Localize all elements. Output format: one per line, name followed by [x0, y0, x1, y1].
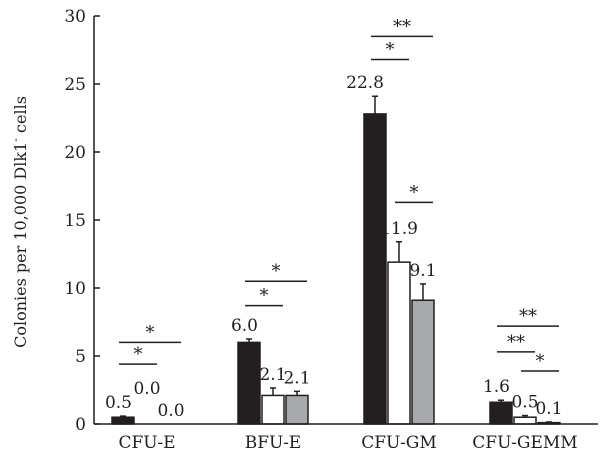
- bar: [111, 416, 135, 425]
- y-tick-label: 15: [64, 211, 86, 231]
- y-tick-label: 0: [75, 415, 86, 435]
- value-label: 1.6: [483, 377, 510, 397]
- category-label: CFU-GEMM: [472, 433, 577, 453]
- significance-label: **: [507, 332, 525, 353]
- significance-label: *: [134, 344, 143, 365]
- y-tick-label: 20: [64, 143, 86, 163]
- value-labels: 0.50.00.06.02.12.122.811.99.11.60.50.1: [105, 73, 563, 421]
- y-tick-label: 25: [64, 75, 86, 95]
- value-label: 0.5: [511, 393, 538, 413]
- value-label: 0.5: [105, 393, 132, 413]
- value-label: 2.1: [259, 365, 286, 385]
- value-label: 0.0: [157, 401, 184, 421]
- value-label: 9.1: [409, 261, 436, 281]
- significance-label: **: [393, 16, 411, 37]
- bar: [513, 416, 537, 425]
- value-label: 22.8: [346, 73, 384, 93]
- y-tick-label: 30: [64, 7, 86, 27]
- y-axis-title-sup: -: [9, 138, 22, 142]
- category-label: BFU-E: [245, 433, 301, 453]
- bar: [261, 394, 285, 425]
- y-axis-ticks: 0 5 10 15 20 25 30: [64, 7, 100, 435]
- significance-label: *: [386, 40, 395, 61]
- value-label: 2.1: [283, 368, 310, 388]
- value-label: 11.9: [380, 219, 418, 239]
- significance-label: *: [146, 322, 155, 343]
- bars: [111, 113, 561, 425]
- bar: [237, 341, 261, 425]
- significance-label: *: [272, 261, 281, 282]
- y-tick-label: 10: [64, 279, 86, 299]
- significance-label: *: [410, 182, 419, 203]
- significance-markers: *************: [119, 16, 559, 372]
- value-label: 6.0: [231, 316, 258, 336]
- y-axis-title-tail: cells: [11, 96, 30, 138]
- y-axis-title-main: Colonies per 10,000 Dlk1: [11, 142, 30, 348]
- significance-label: *: [260, 286, 269, 307]
- category-labels: CFU-E BFU-E CFU-GM CFU-GEMM: [119, 433, 578, 453]
- value-label: 0.0: [133, 379, 160, 399]
- bar: [387, 261, 411, 425]
- bar: [411, 299, 435, 425]
- significance-label: **: [519, 306, 537, 327]
- category-label: CFU-GM: [361, 433, 437, 453]
- significance-label: *: [536, 351, 545, 372]
- bar: [285, 394, 309, 425]
- error-bars: [120, 95, 552, 423]
- bar: [489, 401, 513, 425]
- y-tick-label: 5: [75, 347, 86, 367]
- value-label: 0.1: [535, 399, 562, 419]
- category-label: CFU-E: [119, 433, 176, 453]
- bar: [363, 113, 387, 425]
- y-axis-title: Colonies per 10,000 Dlk1- cells: [9, 96, 30, 348]
